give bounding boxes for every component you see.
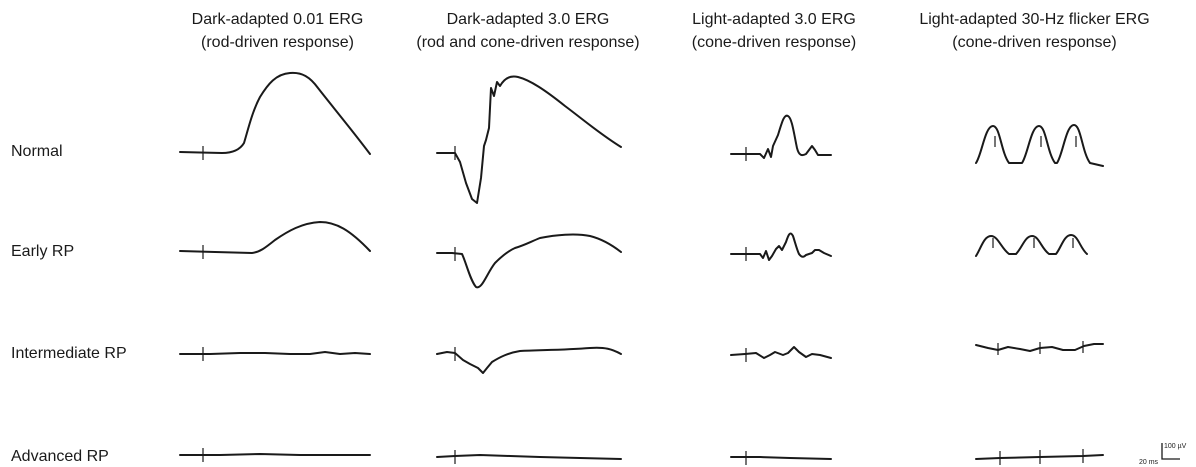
column-header-light-adapted-3.0: Light-adapted 3.0 ERG (cone-driven respo… bbox=[672, 8, 876, 54]
column-subtitle: (rod-driven response) bbox=[201, 34, 354, 51]
column-header-light-adapted-30hz-flicker: Light-adapted 30-Hz flicker ERG (cone-dr… bbox=[892, 8, 1177, 54]
trace-intermediate-rp-light-adapted-3.0 bbox=[730, 346, 832, 359]
trace-early-rp-light-adapted-3.0 bbox=[730, 232, 832, 261]
trace-normal-30hz-flicker bbox=[975, 124, 1104, 167]
trace-normal-dark-adapted-3.0 bbox=[436, 75, 622, 204]
trace-normal-light-adapted-3.0 bbox=[730, 114, 832, 159]
trace-early-rp-dark-adapted-0.01 bbox=[179, 221, 371, 254]
scale-bar-time-label: 20 ms bbox=[1139, 459, 1159, 466]
row-label-normal: Normal bbox=[11, 143, 63, 160]
column-header-dark-adapted-3.0: Dark-adapted 3.0 ERG (rod and cone-drive… bbox=[392, 8, 664, 54]
column-title: Light-adapted 30-Hz flicker ERG bbox=[919, 11, 1150, 28]
trace-advanced-rp-dark-adapted-3.0 bbox=[436, 454, 622, 460]
column-title: Dark-adapted 3.0 ERG bbox=[446, 11, 610, 28]
scale-bar bbox=[1161, 443, 1180, 460]
trace-intermediate-rp-dark-adapted-0.01 bbox=[179, 351, 371, 355]
trace-early-rp-dark-adapted-3.0 bbox=[436, 233, 622, 289]
scale-bar-amplitude-label: 100 µV bbox=[1164, 443, 1187, 450]
column-header-dark-adapted-0.01: Dark-adapted 0.01 ERG (rod-driven respon… bbox=[160, 8, 395, 54]
column-subtitle: (cone-driven response) bbox=[952, 34, 1117, 51]
column-subtitle: (rod and cone-driven response) bbox=[416, 34, 640, 51]
trace-advanced-rp-dark-adapted-0.01 bbox=[179, 453, 371, 456]
row-label-early-rp: Early RP bbox=[11, 243, 75, 260]
trace-normal-dark-adapted-0.01 bbox=[179, 71, 371, 155]
column-title: Dark-adapted 0.01 ERG bbox=[191, 11, 364, 28]
row-label-advanced-rp: Advanced RP bbox=[11, 448, 109, 465]
column-subtitle: (cone-driven response) bbox=[691, 34, 857, 51]
row-label-intermediate-rp: Intermediate RP bbox=[11, 345, 127, 362]
trace-intermediate-rp-dark-adapted-3.0 bbox=[436, 346, 622, 374]
trace-early-rp-30hz-flicker bbox=[975, 234, 1088, 257]
column-title: Light-adapted 3.0 ERG bbox=[692, 11, 856, 28]
